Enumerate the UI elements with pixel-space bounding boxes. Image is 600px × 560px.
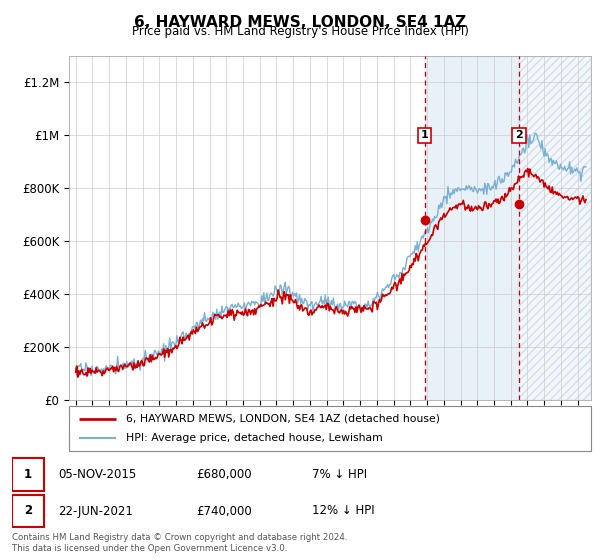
Text: 7% ↓ HPI: 7% ↓ HPI [311, 468, 367, 481]
Text: £680,000: £680,000 [196, 468, 252, 481]
Text: 6, HAYWARD MEWS, LONDON, SE4 1AZ: 6, HAYWARD MEWS, LONDON, SE4 1AZ [134, 15, 466, 30]
Text: 1: 1 [421, 130, 428, 141]
Text: 6, HAYWARD MEWS, LONDON, SE4 1AZ (detached house): 6, HAYWARD MEWS, LONDON, SE4 1AZ (detach… [127, 413, 440, 423]
Bar [12, 458, 44, 491]
Text: Contains HM Land Registry data © Crown copyright and database right 2024.
This d: Contains HM Land Registry data © Crown c… [12, 533, 347, 553]
Text: 2: 2 [24, 505, 32, 517]
Text: HPI: Average price, detached house, Lewisham: HPI: Average price, detached house, Lewi… [127, 433, 383, 444]
Text: 05-NOV-2015: 05-NOV-2015 [58, 468, 136, 481]
Text: 22-JUN-2021: 22-JUN-2021 [58, 505, 133, 517]
Text: Price paid vs. HM Land Registry's House Price Index (HPI): Price paid vs. HM Land Registry's House … [131, 25, 469, 38]
Bar [425, 56, 519, 400]
Text: 2: 2 [515, 130, 523, 141]
Text: 1: 1 [24, 468, 32, 481]
Text: 12% ↓ HPI: 12% ↓ HPI [311, 505, 374, 517]
Bar [12, 494, 44, 528]
Text: £740,000: £740,000 [196, 505, 252, 517]
Bar [519, 56, 591, 400]
